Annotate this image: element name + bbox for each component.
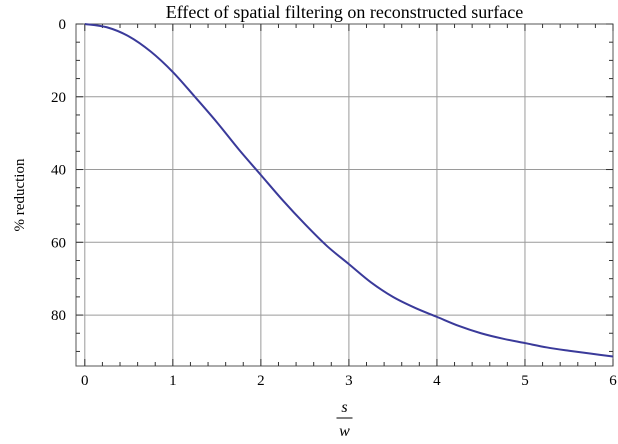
chart-title: Effect of spatial filtering on reconstru… xyxy=(166,2,524,22)
ticks xyxy=(76,23,614,366)
x-axis-label-denominator: w xyxy=(339,423,350,440)
x-tick-label: 2 xyxy=(257,373,265,389)
gridlines xyxy=(76,24,613,366)
y-tick-label: 0 xyxy=(59,17,67,33)
y-tick-label: 20 xyxy=(51,90,66,106)
x-tick-label: 6 xyxy=(609,373,617,389)
x-tick-label: 3 xyxy=(345,373,353,389)
y-tick-label: 40 xyxy=(51,163,66,179)
plot-frame xyxy=(75,23,614,367)
y-tick-label: 80 xyxy=(51,308,66,324)
x-tick-label: 4 xyxy=(433,373,441,389)
x-tick-label: 5 xyxy=(521,373,529,389)
series-line xyxy=(84,23,614,358)
y-tick-label: 60 xyxy=(51,235,66,251)
y-axis-label: % reduction xyxy=(12,158,28,231)
x-tick-label: 0 xyxy=(81,373,89,389)
x-axis-label-numerator: s xyxy=(341,399,347,416)
x-axis-label: s w xyxy=(336,399,353,440)
x-tick-label: 1 xyxy=(169,373,177,389)
